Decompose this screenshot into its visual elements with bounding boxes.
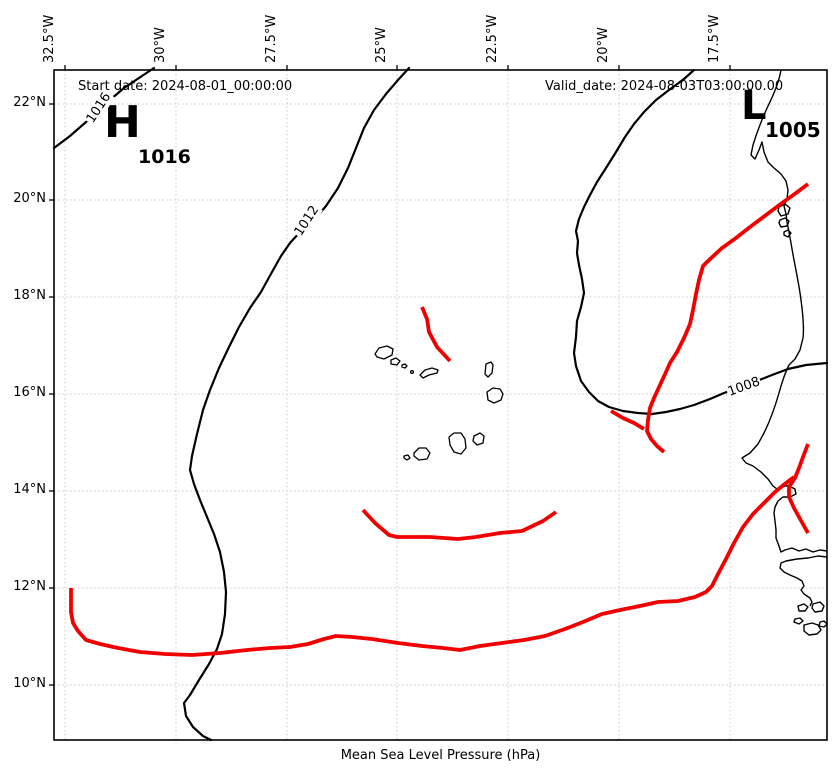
axes-frame-and-ticks bbox=[49, 65, 828, 741]
isobar-1008 bbox=[572, 68, 829, 416]
x-tick-marks bbox=[64, 65, 731, 70]
x-tick-label-22-5w: 22.5°W bbox=[485, 14, 500, 63]
isobar-1012 bbox=[182, 66, 411, 742]
start-date-annotation: Start date: 2024-08-01_00:00:00 bbox=[78, 79, 293, 94]
map-frame bbox=[53, 69, 828, 741]
low-pressure-value: 1005 bbox=[765, 118, 821, 142]
x-tick-label-32-5w: 32.5°W bbox=[42, 14, 57, 63]
x-axis-title: Mean Sea Level Pressure (hPa) bbox=[340, 748, 541, 763]
valid-date-annotation: Valid_date: 2024-08-03T03:00:00.00 bbox=[545, 79, 784, 94]
y-tick-label-10n: 10°N bbox=[13, 676, 46, 691]
graticule-gridlines bbox=[54, 70, 827, 740]
isobar-contours bbox=[52, 66, 829, 742]
red-line-coastal-front bbox=[787, 443, 810, 534]
y-tick-label-12n: 12°N bbox=[13, 579, 46, 594]
red-front-lines bbox=[69, 182, 810, 657]
x-tick-label-30w: 30°W bbox=[153, 27, 168, 63]
y-tick-label-22n: 22°N bbox=[13, 95, 46, 110]
y-tick-marks bbox=[49, 103, 54, 686]
low-pressure-symbol: L bbox=[741, 83, 767, 129]
x-tick-label-27-5w: 27.5°W bbox=[264, 14, 279, 63]
red-line-northeast-front bbox=[645, 182, 810, 454]
y-tick-label-18n: 18°N bbox=[13, 288, 46, 303]
y-tick-label-20n: 20°N bbox=[13, 191, 46, 206]
red-line-branch bbox=[610, 409, 645, 431]
red-line-island-segment bbox=[420, 306, 452, 363]
y-tick-label-16n: 16°N bbox=[13, 385, 46, 400]
high-pressure-symbol: H bbox=[104, 97, 141, 148]
archipelago-islands bbox=[374, 345, 504, 461]
x-tick-label-17-5w: 17.5°W bbox=[707, 14, 722, 63]
y-tick-label-14n: 14°N bbox=[13, 482, 46, 497]
red-line-mid-curve bbox=[361, 508, 558, 541]
x-tick-label-25w: 25°W bbox=[374, 27, 389, 63]
x-tick-label-20w: 20°W bbox=[596, 27, 611, 63]
high-pressure-value: 1016 bbox=[138, 146, 191, 168]
red-line-itcz bbox=[69, 475, 796, 657]
coastline-west-africa bbox=[741, 69, 828, 636]
